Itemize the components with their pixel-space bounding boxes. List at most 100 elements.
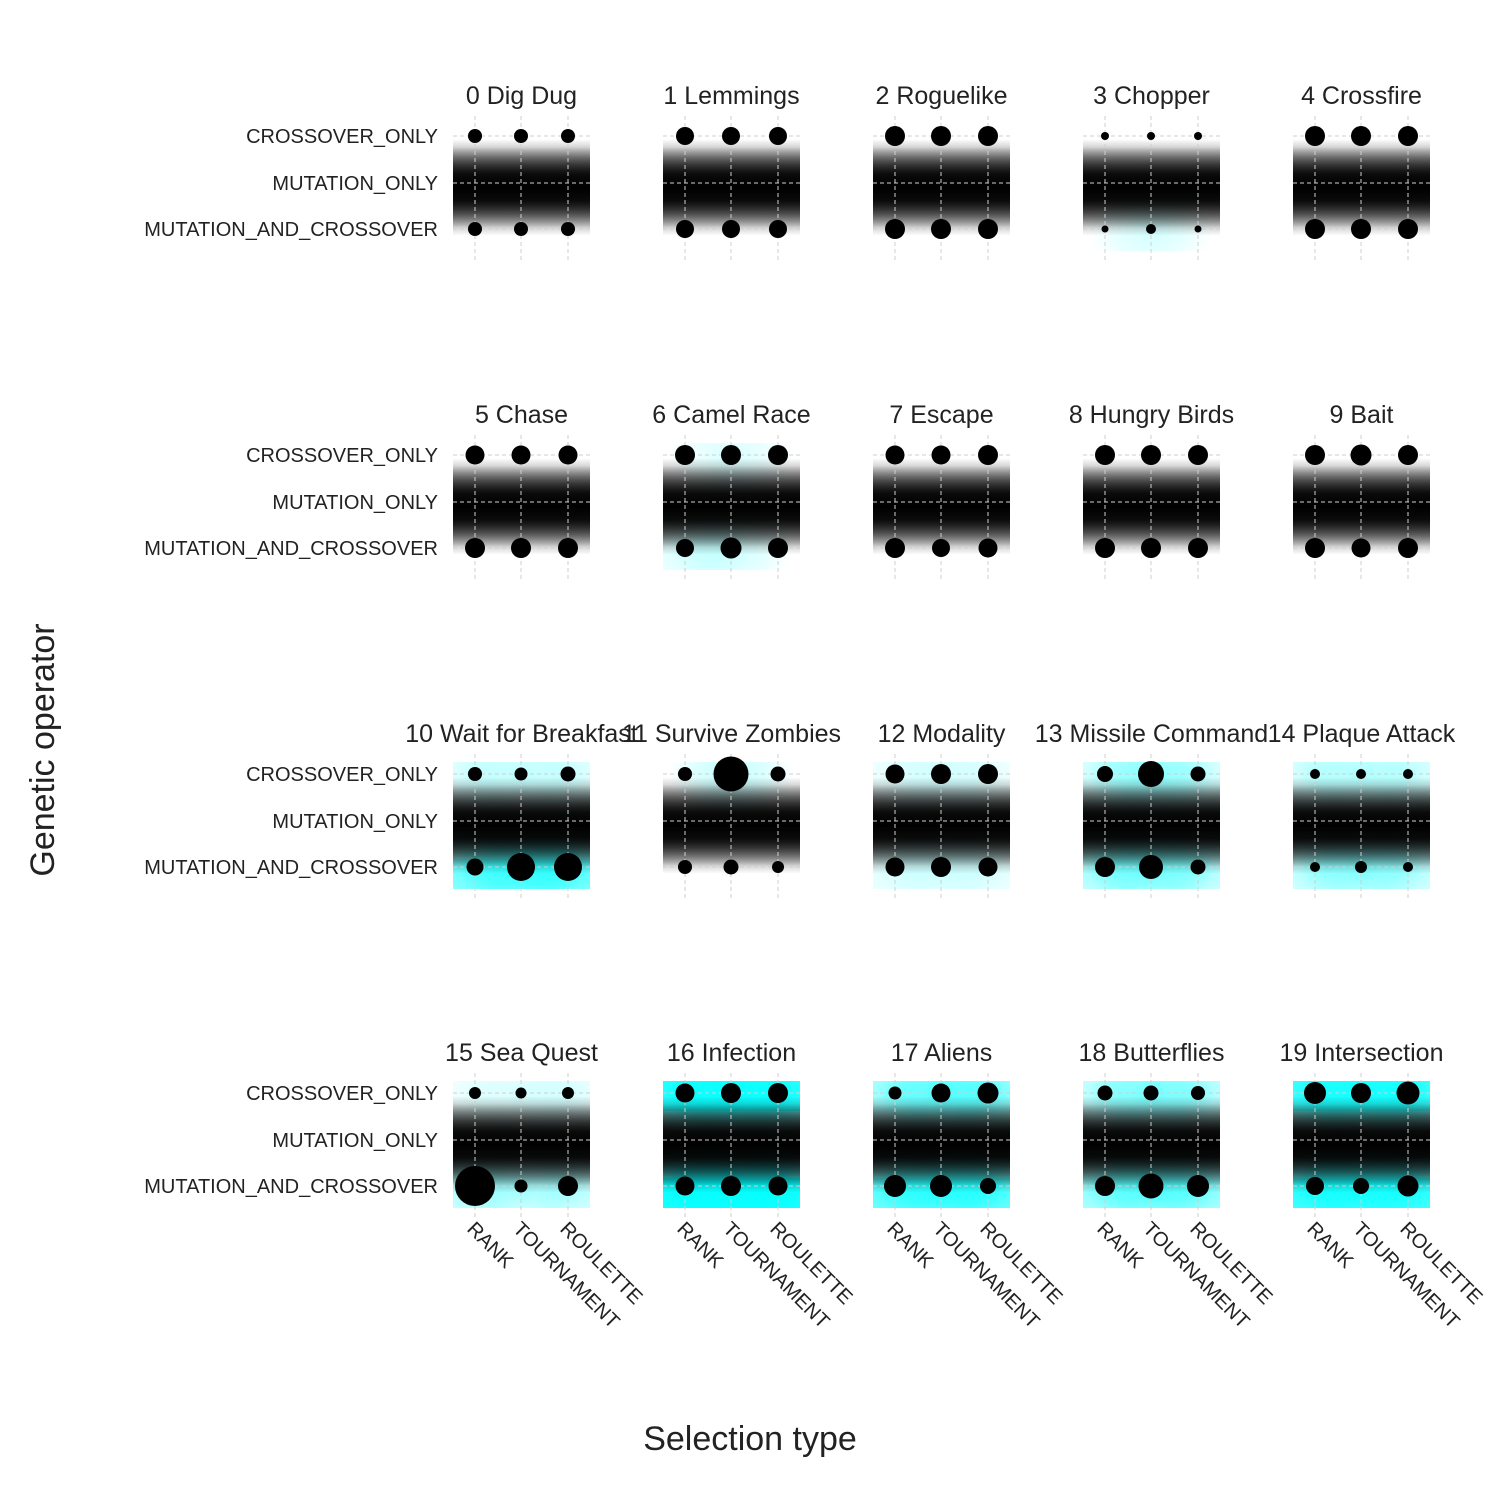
facet-title: 2 Roguelike [875,82,1007,110]
data-point [768,1176,788,1196]
data-point [885,538,905,558]
data-point [885,764,905,784]
data-point [930,1175,952,1197]
x-axis-title: Selection type [643,1420,857,1458]
data-point [561,222,575,236]
data-point [515,1087,527,1099]
data-point [1350,444,1372,466]
data-point [978,857,998,877]
facet-panel: 7 Escape [873,401,1010,580]
data-point [1305,538,1325,558]
data-point [1143,1085,1159,1101]
data-point [1095,857,1115,877]
y-tick-label: CROSSOVER_ONLY [246,126,438,148]
data-point [465,445,485,465]
facet-title: 10 Wait for Breakfast [405,720,638,748]
data-point [466,858,484,876]
facet-panel: 3 Chopper [1083,82,1220,261]
data-point [768,445,788,465]
x-tick-label: RANK [882,1218,937,1273]
data-point [885,445,905,465]
data-point [554,853,582,881]
data-point [455,1166,495,1206]
data-point [1398,445,1418,465]
facet-panel: 0 Dig Dug CROSSOVER_ONLY MUTATION_ONLY MUTA… [144,82,590,261]
data-point [1097,766,1113,782]
data-point [768,538,788,558]
facet-title: 15 Sea Quest [445,1039,598,1067]
facet-title: 19 Intersection [1280,1039,1444,1067]
data-point [769,127,787,145]
data-point [1141,538,1161,558]
x-tick-label: RANK [672,1218,727,1273]
facet-title: 1 Lemmings [663,82,799,110]
data-point [675,445,695,465]
data-point [1147,132,1155,140]
y-tick-label: MUTATION_AND_CROSSOVER [144,219,438,241]
data-point [514,129,528,143]
x-tick-label: RANK [1302,1218,1357,1273]
data-point [932,539,950,557]
facet-panel: 12 Modality [873,720,1010,899]
facet-panel: 15 Sea Quest CROSSOVER_ONLY MUTATION_ONLY M… [144,1039,646,1333]
data-point [1353,1178,1369,1194]
data-point [978,538,998,558]
facet-title: 0 Dig Dug [466,82,577,110]
data-point [721,1176,741,1196]
data-point [676,539,694,557]
data-point [1355,861,1367,873]
data-point [1398,538,1418,558]
facet-title: 9 Bait [1330,401,1394,429]
y-tick-label: CROSSOVER_ONLY [246,764,438,786]
y-tick-label: MUTATION_AND_CROSSOVER [144,857,438,879]
data-point [1351,1083,1371,1103]
y-tick-label: MUTATION_AND_CROSSOVER [144,1176,438,1198]
data-point [931,857,951,877]
data-point [978,219,998,239]
data-point [721,1083,741,1103]
facet-title: 8 Hungry Birds [1069,401,1234,429]
data-point [884,1175,906,1197]
data-point [713,756,749,792]
data-point [1138,761,1164,787]
data-point [511,538,531,558]
y-tick-label: MUTATION_AND_CROSSOVER [144,538,438,560]
facet-panel: 9 Bait [1293,401,1430,580]
data-point [1097,1085,1113,1101]
data-point [1141,445,1161,465]
data-point [675,1176,695,1196]
data-point [1101,132,1109,140]
y-tick-label: CROSSOVER_ONLY [246,445,438,467]
data-point [678,860,692,874]
data-point [1403,862,1413,872]
facet-title: 14 Plaque Attack [1268,720,1456,748]
data-point [1190,766,1206,782]
data-point [1396,1081,1420,1105]
facet-title: 16 Infection [667,1039,796,1067]
data-point [980,1178,996,1194]
facet-title: 6 Camel Race [652,401,810,429]
data-point [1305,445,1325,465]
facet-title: 7 Escape [889,401,993,429]
data-point [1403,769,1413,779]
data-point [931,126,951,146]
data-point [514,222,528,236]
facet-panel: 11 Survive Zombies [622,720,841,899]
data-point [1351,538,1371,558]
data-point [769,220,787,238]
data-point [1310,769,1320,779]
data-point [1194,132,1202,140]
data-point [511,445,531,465]
data-point [560,766,576,782]
y-tick-label: MUTATION_ONLY [272,173,438,195]
data-point [468,129,482,143]
x-tick-label: RANK [462,1218,517,1273]
data-point [977,1082,999,1104]
facet-title: 11 Survive Zombies [622,720,841,748]
data-point [1194,225,1202,233]
data-point [931,445,951,465]
data-point [675,1083,695,1103]
data-point [770,766,786,782]
y-axis-title: Genetic operator [24,623,62,876]
